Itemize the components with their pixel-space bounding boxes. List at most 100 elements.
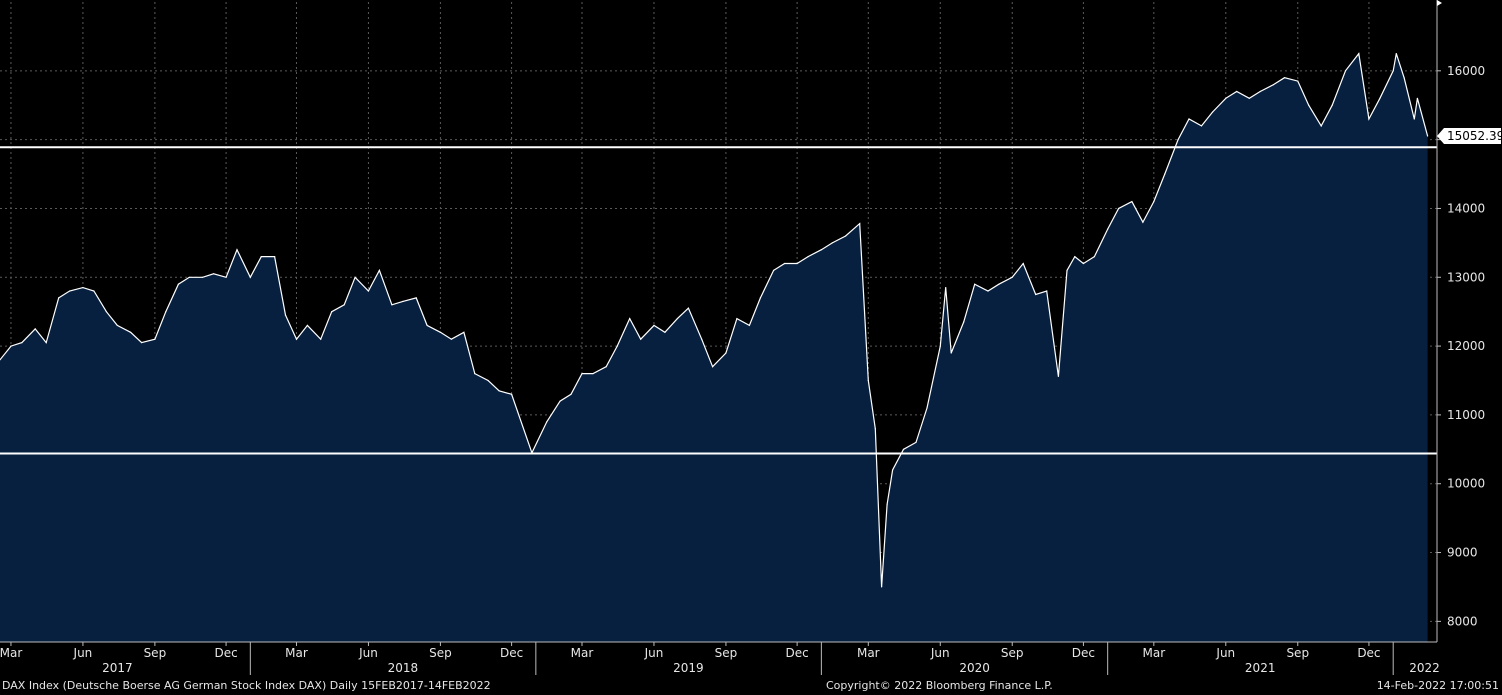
month-label: Mar: [285, 646, 308, 660]
month-label: Dec: [785, 646, 808, 660]
data-point: [701, 338, 703, 340]
year-label: 2020: [959, 661, 990, 675]
y-tick-label: 8000: [1447, 614, 1478, 628]
y-tick-label: 11000: [1447, 408, 1485, 422]
data-point: [511, 393, 513, 395]
month-label: Dec: [1072, 646, 1095, 660]
y-axis-arrow: [1437, 0, 1442, 6]
data-point: [0, 359, 1, 361]
data-point: [605, 366, 607, 368]
data-point: [1392, 70, 1394, 72]
data-point: [1211, 111, 1214, 113]
data-point: [1177, 139, 1179, 141]
y-tick-label: 14000: [1447, 201, 1485, 215]
data-point: [1011, 276, 1013, 278]
data-point: [867, 379, 869, 382]
y-tick-label: 12000: [1447, 339, 1485, 353]
data-point: [498, 390, 500, 392]
data-point: [725, 352, 727, 354]
data-point: [1057, 375, 1059, 377]
data-point: [21, 342, 23, 344]
horizontal-level-lines: [0, 146, 1437, 455]
data-point: [881, 586, 883, 588]
data-point: [531, 452, 533, 454]
data-point: [1082, 262, 1084, 265]
data-point: [676, 318, 679, 320]
data-point: [1344, 70, 1347, 72]
data-point: [45, 342, 47, 344]
data-point: [202, 276, 204, 278]
month-label: Dec: [500, 646, 523, 660]
data-point: [616, 345, 618, 347]
data-point: [1093, 256, 1095, 258]
data-point: [784, 262, 786, 265]
data-point: [963, 321, 965, 323]
data-point: [902, 448, 905, 450]
data-point: [1416, 97, 1418, 99]
data-point: [93, 290, 95, 292]
data-point: [284, 314, 287, 316]
data-point: [331, 311, 333, 313]
data-point: [712, 366, 714, 368]
data-point: [34, 328, 36, 330]
year-label: 2018: [388, 661, 419, 675]
footer-copyright: Copyright© 2022 Bloomberg Finance L.P.: [826, 679, 1053, 692]
data-point: [874, 428, 876, 430]
data-point: [1368, 118, 1370, 120]
data-point: [559, 400, 561, 402]
last-price-marker: 15052.39: [1437, 128, 1502, 145]
last-price-box: [1437, 128, 1501, 145]
data-point: [1164, 173, 1166, 175]
data-point: [249, 276, 251, 278]
price-line: [0, 52, 1429, 587]
month-label: Sep: [715, 646, 738, 660]
month-label: Jun: [73, 646, 93, 660]
data-point: [1308, 104, 1310, 106]
data-point: [378, 269, 380, 271]
data-point: [295, 338, 298, 340]
month-label: Mar: [1143, 646, 1166, 660]
data-point: [950, 352, 952, 354]
data-point: [546, 421, 548, 423]
data-point: [177, 283, 179, 285]
data-point: [653, 324, 655, 326]
month-label: Sep: [429, 646, 452, 660]
data-point: [939, 345, 941, 347]
axes: [0, 0, 1442, 675]
footer-security-description: DAX Index (Deutsche Boerse AG German Sto…: [2, 679, 491, 692]
data-point: [807, 256, 809, 258]
data-point: [845, 235, 847, 237]
y-tick-label: 10000: [1447, 477, 1485, 491]
data-point: [987, 290, 989, 292]
year-label: 2017: [102, 661, 133, 675]
data-point: [736, 318, 738, 320]
data-point: [10, 345, 12, 347]
data-point: [188, 276, 190, 278]
data-point: [1035, 293, 1037, 296]
year-label: 2022: [1409, 661, 1440, 675]
data-point: [664, 331, 666, 333]
data-point: [450, 338, 452, 340]
data-point: [629, 318, 631, 320]
year-label: 2019: [673, 661, 704, 675]
data-point: [1107, 228, 1109, 230]
data-point: [820, 249, 823, 251]
data-point: [58, 297, 60, 299]
y-axis-tick-labels: 8000 9000 10000 11000 12000 13000 14000 16000: [1447, 64, 1485, 629]
data-point: [1358, 53, 1360, 55]
data-point: [165, 311, 167, 313]
data-point: [748, 324, 751, 326]
data-point: [320, 338, 322, 340]
data-point: [343, 304, 345, 306]
footer-timestamp: 14-Feb-2022 17:00:51: [1376, 679, 1499, 692]
y-tick-label: 13000: [1447, 270, 1485, 284]
data-point: [1427, 135, 1429, 137]
data-point: [1320, 125, 1322, 127]
data-point: [1379, 97, 1381, 99]
month-label: Jun: [358, 646, 378, 660]
data-point: [796, 262, 798, 265]
data-point: [367, 290, 369, 292]
data-point: [773, 269, 775, 271]
data-point: [892, 469, 894, 471]
